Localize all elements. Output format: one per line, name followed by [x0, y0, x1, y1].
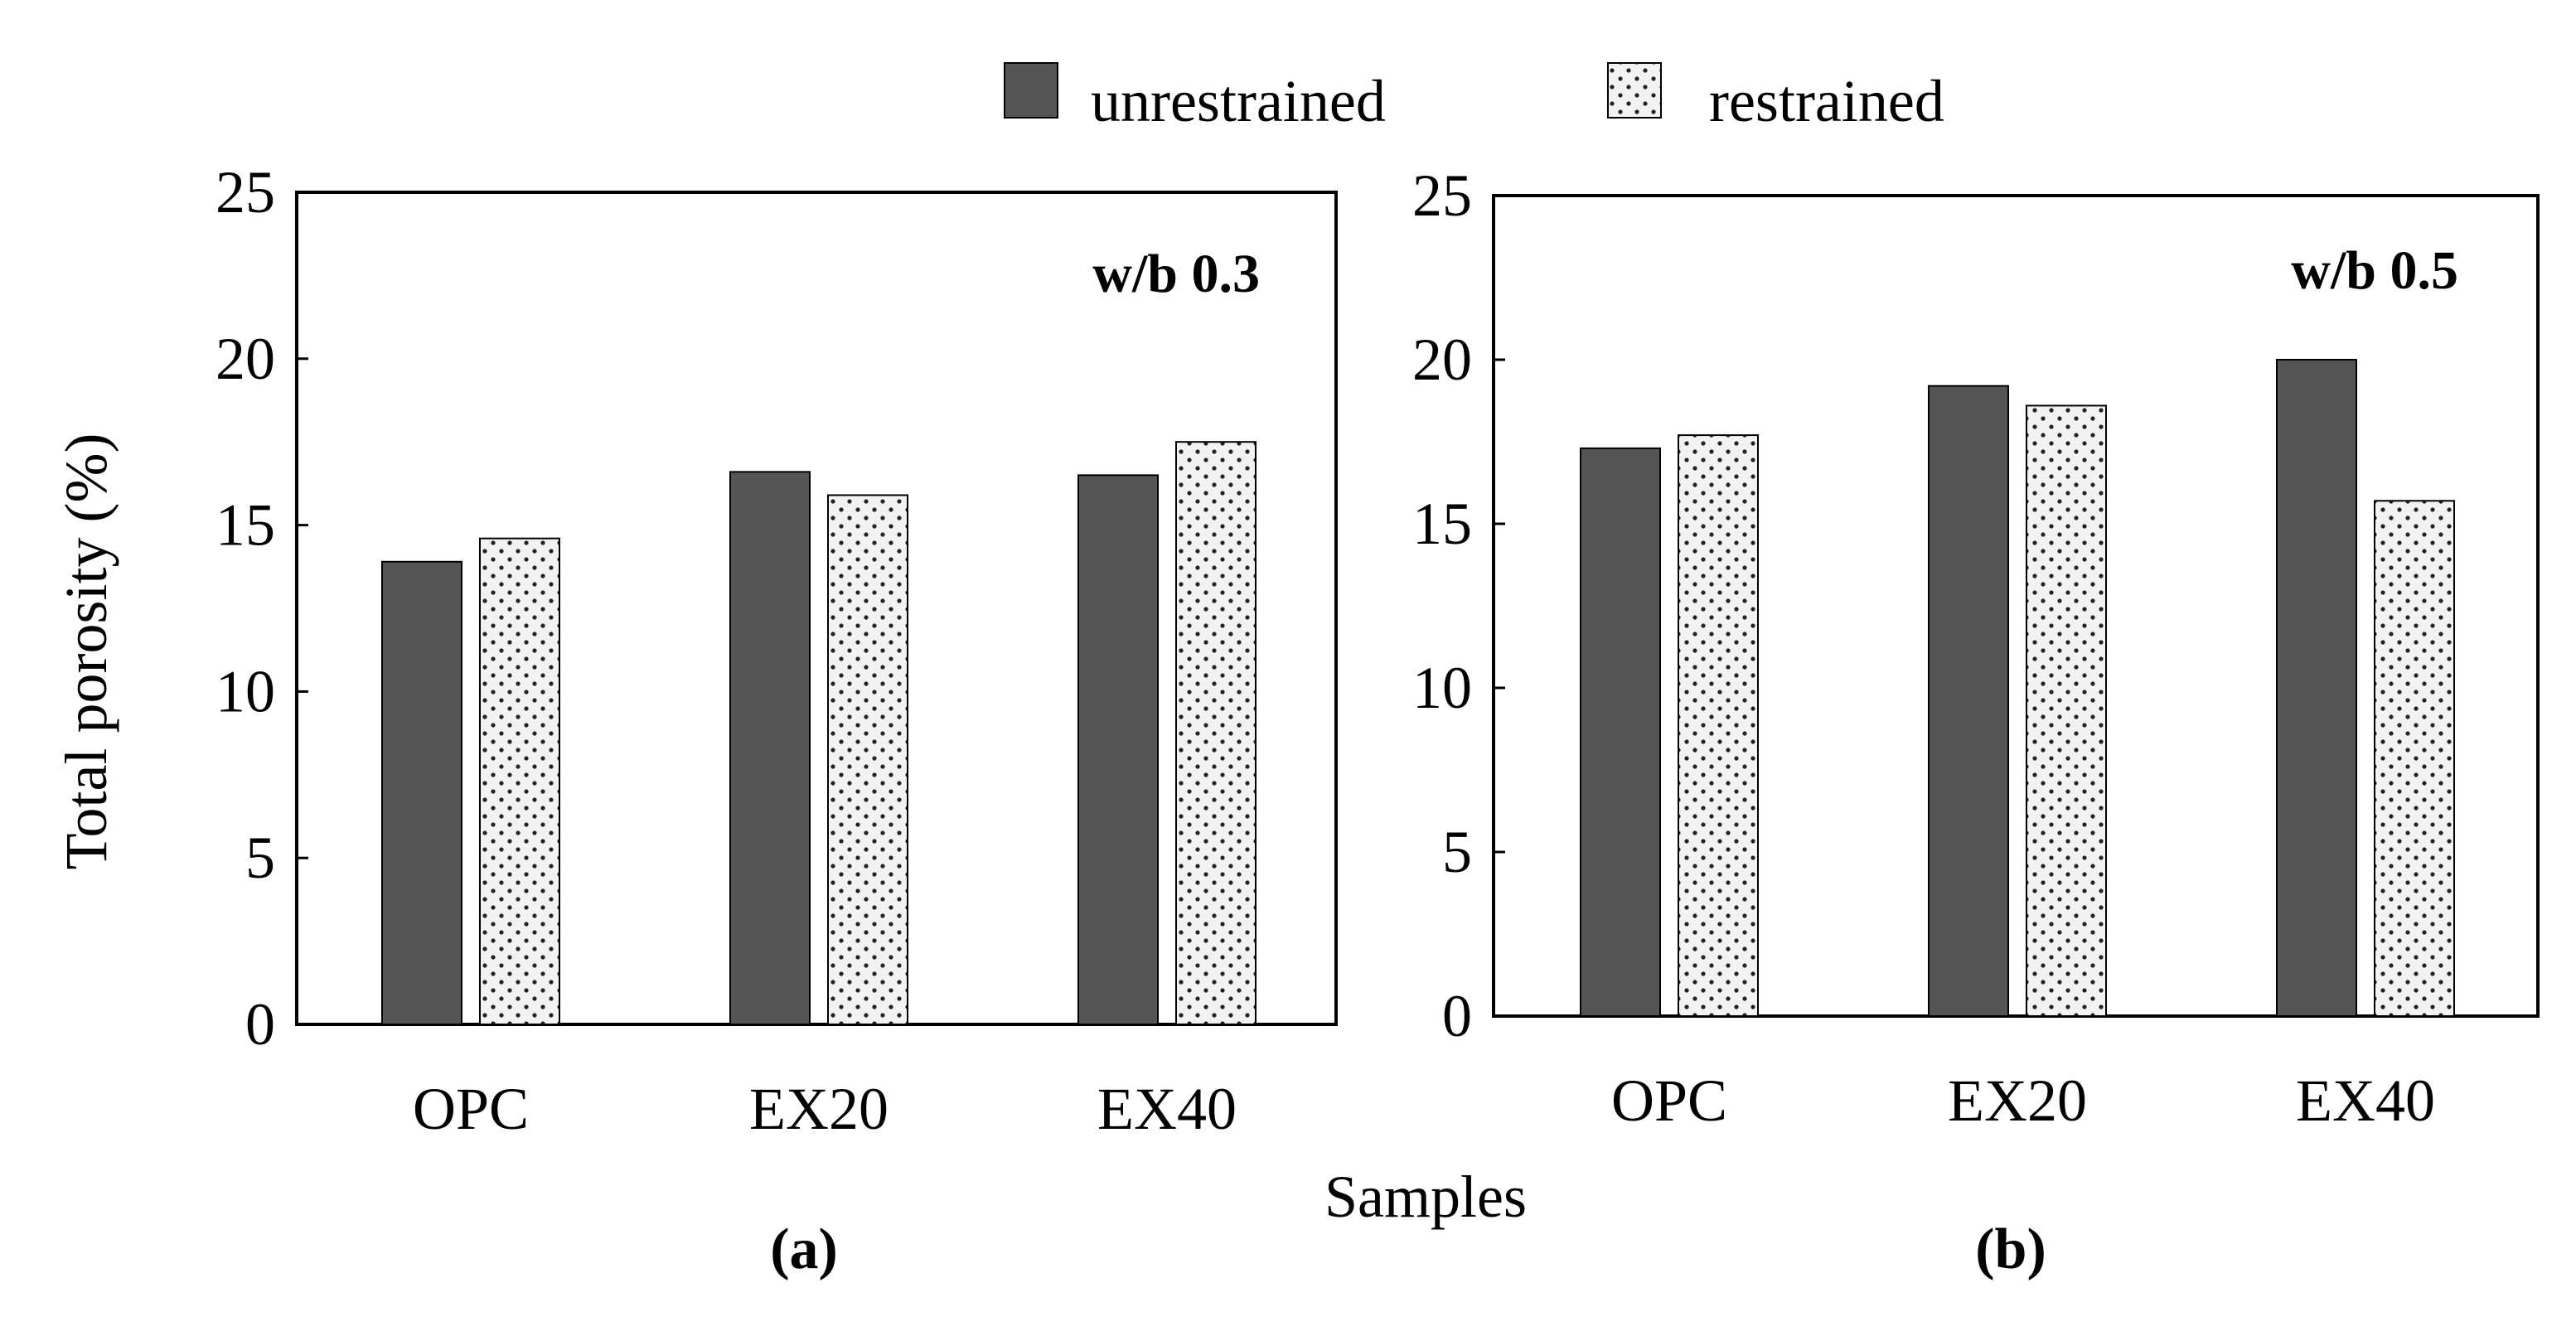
x-tick-label: OPC [1611, 1067, 1727, 1134]
y-axis-title: Total porosity (%) [53, 433, 119, 870]
y-tick-label: 15 [215, 492, 275, 559]
bar-opc-unrestrained [1580, 447, 1661, 1017]
bar-opc-unrestrained [381, 560, 462, 1025]
panel-label: (a) [770, 1217, 838, 1281]
x-tick-label: EX40 [2296, 1067, 2435, 1134]
x-tick-label: EX40 [1097, 1076, 1237, 1142]
y-tick-label: 20 [215, 326, 275, 392]
bars [381, 441, 1257, 1025]
bars [1580, 359, 2455, 1017]
panel-a: 0 5 10 15 20 25 OPC EX20 EX40 w/b 0.3 (a) [215, 159, 1338, 1281]
bar-ex20-unrestrained [729, 471, 811, 1025]
bar-ex40-restrained [1175, 441, 1257, 1025]
y-tick-label: 0 [1442, 983, 1472, 1049]
bar-ex20-restrained [827, 494, 908, 1025]
x-tick-labels: OPC EX20 EX40 [1611, 1067, 2435, 1134]
legend-swatch-restrained [1607, 62, 1662, 119]
y-tick-label: 10 [1412, 655, 1472, 721]
legend: unrestrained restrained [1004, 62, 1944, 134]
y-tick-label: 15 [1412, 491, 1472, 557]
panel-label: (b) [1975, 1217, 2046, 1281]
bar-opc-restrained [1678, 434, 1759, 1017]
y-tick-label: 5 [1442, 819, 1472, 885]
bar-ex40-restrained [2374, 500, 2455, 1017]
legend-swatch-unrestrained [1004, 62, 1058, 119]
panel-annotation: w/b 0.5 [2291, 240, 2458, 301]
y-tick-label: 20 [1412, 327, 1472, 393]
y-tick-label: 25 [1412, 162, 1472, 229]
y-tick-label: 25 [215, 159, 275, 225]
panel-b: 0 5 10 15 20 25 OPC EX20 EX40 w/b 0.5 (b) [1412, 162, 2540, 1281]
y-ticks: 0 5 10 15 20 25 [1412, 162, 1505, 1049]
plot-frame [295, 191, 1338, 1026]
bar-ex20-restrained [2026, 404, 2107, 1017]
y-tick-label: 10 [215, 658, 275, 724]
legend-label-restrained: restrained [1709, 68, 1944, 134]
panel-annotation: w/b 0.3 [1092, 244, 1260, 304]
x-tick-label: OPC [413, 1076, 529, 1142]
x-axis-title: Samples [1324, 1164, 1527, 1230]
bar-ex40-unrestrained [1077, 474, 1159, 1025]
bar-ex40-unrestrained [2276, 359, 2357, 1017]
y-tick-label: 0 [245, 991, 275, 1058]
x-tick-label: EX20 [749, 1076, 889, 1142]
x-tick-label: EX20 [1948, 1067, 2087, 1134]
y-ticks: 0 5 10 15 20 25 [215, 159, 308, 1058]
bar-opc-restrained [479, 537, 560, 1025]
plot-frame [1492, 194, 2540, 1018]
legend-label-unrestrained: unrestrained [1091, 68, 1386, 134]
bar-ex20-unrestrained [1928, 385, 2009, 1017]
x-tick-labels: OPC EX20 EX40 [413, 1076, 1237, 1142]
y-tick-label: 5 [245, 825, 275, 891]
